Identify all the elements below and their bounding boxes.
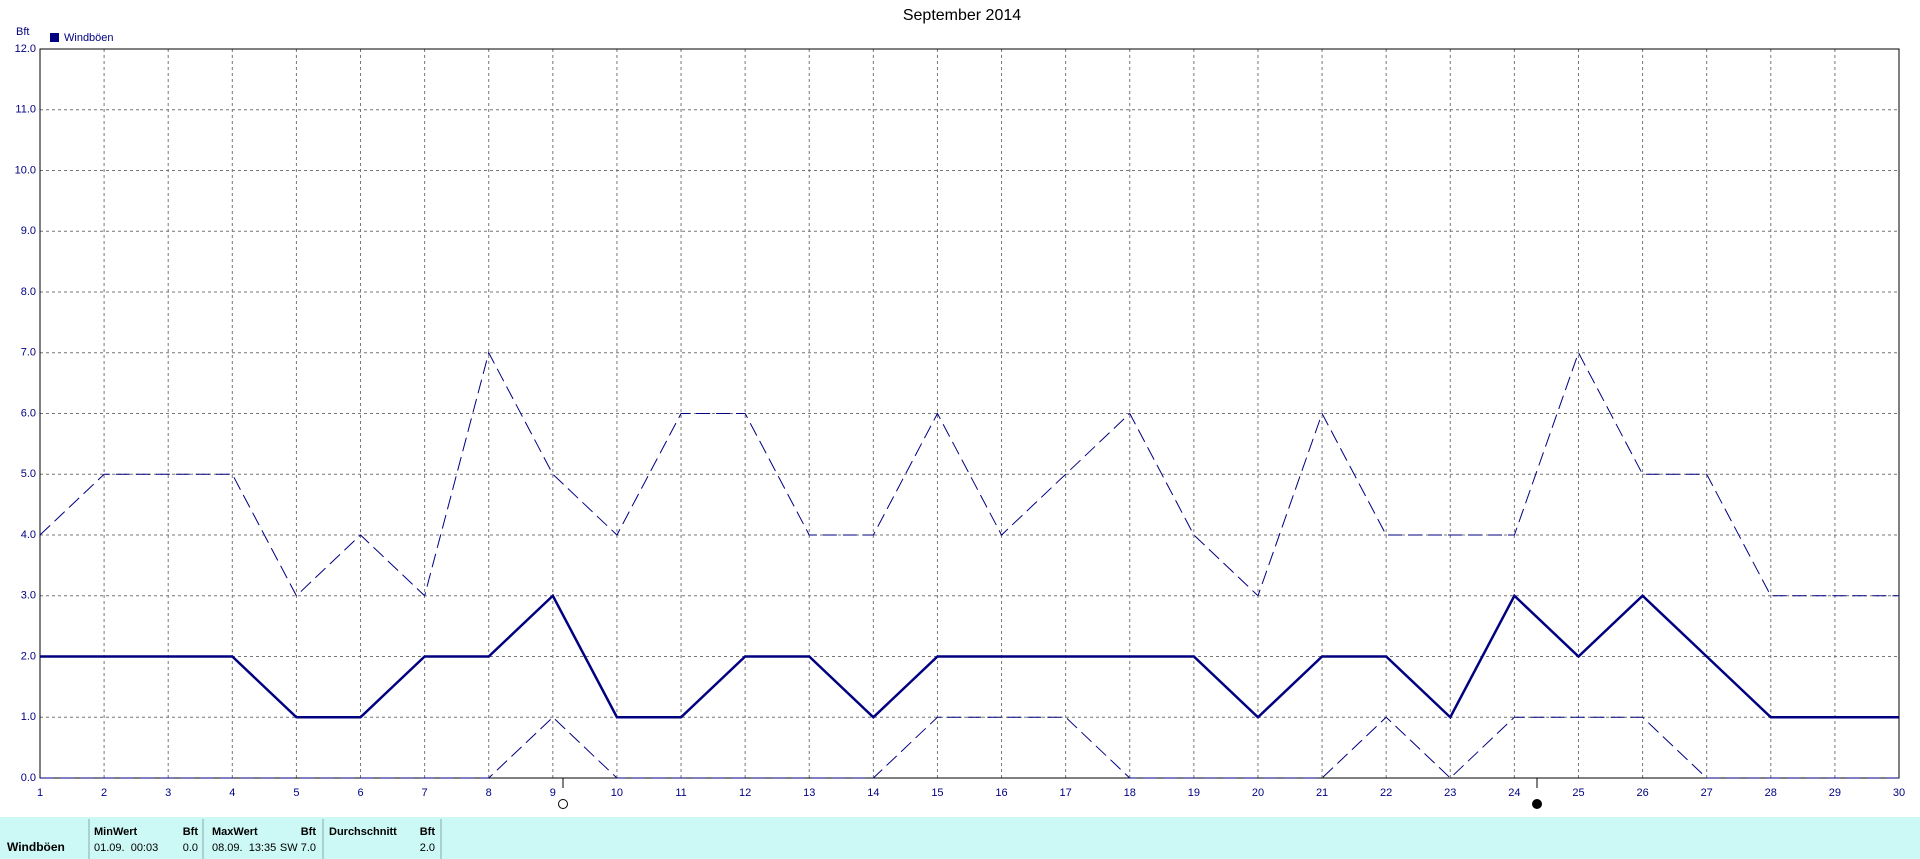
x-tick-label: 20 — [1252, 787, 1264, 799]
x-tick-label: 30 — [1893, 787, 1905, 799]
x-tick-label: 2 — [101, 787, 107, 799]
x-tick-label: 17 — [1060, 787, 1072, 799]
stats-header: Bft — [183, 826, 199, 838]
series-line — [40, 716, 1899, 779]
x-tick-label: 23 — [1444, 787, 1456, 799]
y-tick-label: 1.0 — [21, 711, 36, 723]
x-tick-label: 27 — [1701, 787, 1713, 799]
legend-label: Windböen — [64, 32, 114, 44]
y-tick-label: 4.0 — [21, 529, 36, 541]
stats-value: 2.0 — [420, 842, 435, 854]
y-tick-label: 0.0 — [21, 772, 36, 784]
moon-new-icon — [1532, 799, 1542, 809]
x-tick-label: 12 — [739, 787, 751, 799]
x-tick-label: 25 — [1572, 787, 1584, 799]
y-tick-label: 6.0 — [21, 407, 36, 419]
x-tick-label: 19 — [1188, 787, 1200, 799]
y-tick-label: 11.0 — [15, 104, 36, 116]
x-tick-label: 3 — [165, 787, 171, 799]
stats-header: MaxWert — [212, 826, 258, 838]
x-tick-label: 13 — [803, 787, 815, 799]
moon-full-icon — [558, 799, 568, 809]
x-tick-label: 16 — [995, 787, 1007, 799]
y-tick-label: 9.0 — [21, 225, 36, 237]
x-tick-label: 26 — [1636, 787, 1648, 799]
stats-header: MinWert — [94, 826, 138, 838]
stats-row-label: Windböen — [7, 840, 65, 854]
x-tick-label: 10 — [611, 787, 623, 799]
stats-value: 08.09. 13:35 — [212, 842, 276, 854]
x-tick-label: 24 — [1508, 787, 1520, 799]
x-tick-label: 1 — [37, 787, 43, 799]
stats-header: Bft — [301, 826, 317, 838]
x-tick-label: 4 — [229, 787, 235, 799]
y-tick-label: 8.0 — [21, 286, 36, 298]
x-tick-label: 5 — [293, 787, 299, 799]
chart-title: September 2014 — [903, 7, 1021, 24]
x-tick-label: 18 — [1124, 787, 1136, 799]
y-tick-label: 12.0 — [15, 43, 36, 55]
series-line — [39, 351, 1899, 597]
y-tick-label: 5.0 — [21, 468, 36, 480]
legend-swatch — [50, 33, 59, 42]
y-tick-label: 7.0 — [21, 347, 36, 359]
x-tick-label: 14 — [867, 787, 879, 799]
x-tick-label: 29 — [1829, 787, 1841, 799]
x-tick-label: 9 — [550, 787, 556, 799]
stats-header: Durchschnitt — [329, 826, 397, 838]
plot-frame — [39, 48, 1900, 779]
stats-separators — [88, 819, 442, 859]
x-tick-label: 15 — [931, 787, 943, 799]
series-line — [40, 593, 1899, 720]
x-tick-label: 22 — [1380, 787, 1392, 799]
stats-value: SW 7.0 — [280, 842, 316, 854]
y-tick-label: 3.0 — [21, 590, 36, 602]
stats-header: Bft — [420, 826, 436, 838]
x-tick-label: 11 — [675, 787, 686, 799]
y-tick-label: 10.0 — [15, 164, 36, 176]
y-axis-unit: Bft — [16, 26, 29, 38]
x-tick-label: 7 — [422, 787, 428, 799]
y-tick-label: 2.0 — [21, 650, 36, 662]
x-tick-label: 21 — [1316, 787, 1328, 799]
x-tick-label: 8 — [486, 787, 492, 799]
stats-value: 01.09. 00:03 — [94, 842, 158, 854]
stats-value: 0.0 — [183, 842, 198, 854]
stats-band — [0, 817, 1920, 859]
x-tick-label: 6 — [357, 787, 363, 799]
x-tick-label: 28 — [1765, 787, 1777, 799]
